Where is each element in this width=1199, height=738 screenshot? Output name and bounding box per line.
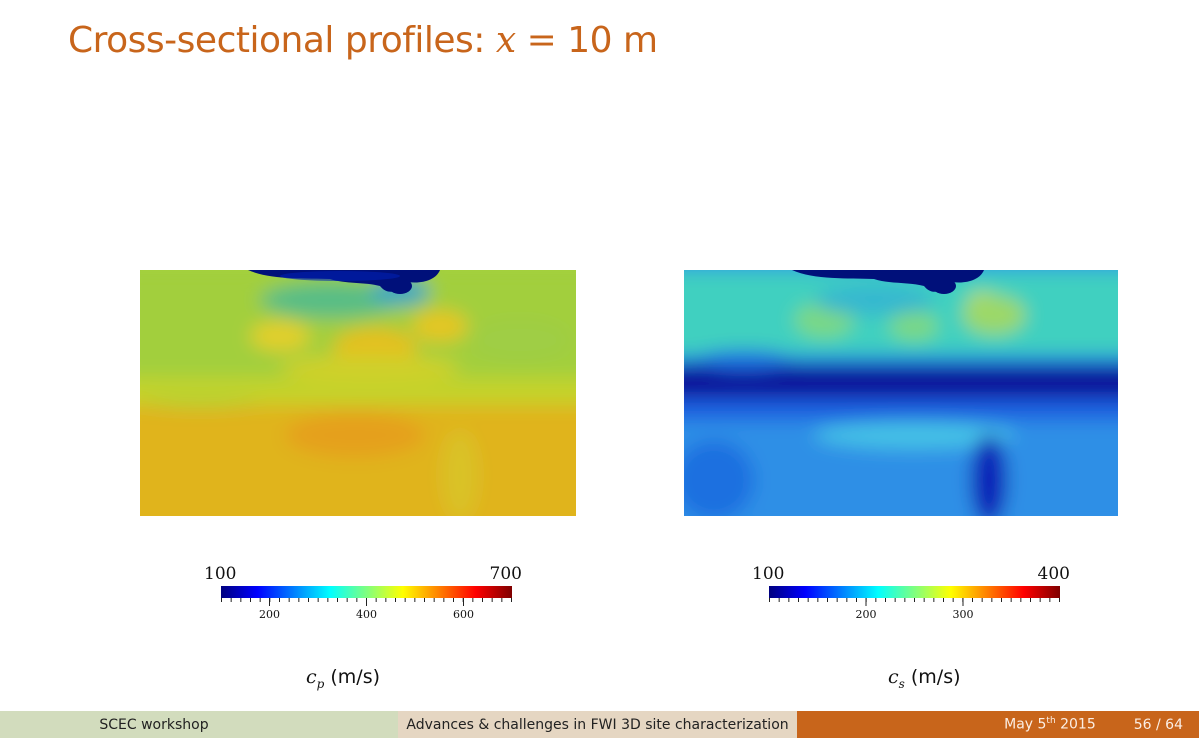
cs-quantity-label: cs (m/s) xyxy=(888,666,961,691)
cp-colorbar-gradient xyxy=(221,586,512,598)
footer-date: May 5th 2015 xyxy=(1004,716,1096,733)
cp-quantity-label: cp (m/s) xyxy=(306,666,380,691)
footer-date-year: 2015 xyxy=(1055,716,1096,733)
slide-footer: SCEC workshop Advances & challenges in F… xyxy=(0,711,1199,738)
title-equals: = xyxy=(515,20,568,61)
title-number: 10 xyxy=(567,20,613,61)
cp-colorbar-tick-label: 400 xyxy=(356,608,377,621)
cs-colorbar-tick-label: 300 xyxy=(952,608,974,621)
cp-colorbar-ticks xyxy=(221,598,512,606)
cs-subscript: s xyxy=(898,676,905,691)
cp-colorbar-tick-label: 600 xyxy=(453,608,474,621)
cp-colorbar-max-label: 700 xyxy=(489,564,522,584)
cs-unit: (m/s) xyxy=(904,666,961,688)
slide-title: Cross-sectional profiles: x = 10 m xyxy=(68,20,658,61)
title-prefix: Cross-sectional profiles: xyxy=(68,20,496,61)
cp-colorbar-tick-label: 200 xyxy=(259,608,280,621)
title-variable: x xyxy=(495,20,516,61)
footer-talk-title: Advances & challenges in FWI 3D site cha… xyxy=(398,711,797,738)
cs-colorbar-tick-label: 200 xyxy=(855,608,877,621)
cs-colorbar: 100 400 200 300 xyxy=(752,564,1070,624)
cp-symbol: c xyxy=(306,666,317,688)
cp-cross-section-image xyxy=(140,270,576,516)
footer-date-prefix: May 5 xyxy=(1004,716,1047,733)
footer-date-page: May 5th 2015 56 / 64 xyxy=(797,711,1199,738)
cs-cross-section-image xyxy=(684,270,1118,516)
cs-colorbar-max-label: 400 xyxy=(1037,564,1070,584)
cp-subscript: p xyxy=(316,676,325,691)
cp-colorbar-min-label: 100 xyxy=(204,564,237,584)
title-unit: m xyxy=(612,20,658,61)
cs-colorbar-ticks xyxy=(769,598,1060,606)
cs-colorbar-gradient xyxy=(769,586,1060,598)
cp-colorbar: 100 700 200 400 600 xyxy=(204,564,522,624)
footer-date-sup: th xyxy=(1046,716,1056,727)
cp-unit: (m/s) xyxy=(324,666,381,688)
footer-page-number: 56 / 64 xyxy=(1133,716,1183,733)
cs-symbol: c xyxy=(888,666,899,688)
footer-event: SCEC workshop xyxy=(0,711,398,738)
cs-colorbar-min-label: 100 xyxy=(752,564,785,584)
